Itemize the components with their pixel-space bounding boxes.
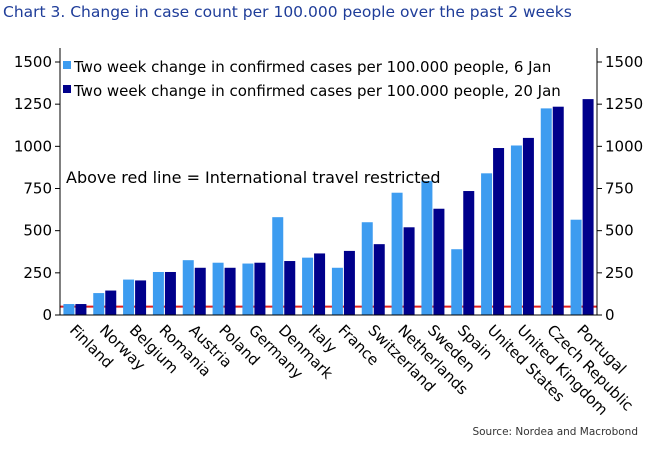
bar-6-jan-spain bbox=[451, 249, 463, 315]
bar-6-jan-portugal bbox=[570, 219, 582, 315]
bar-6-jan-czech-republic bbox=[540, 108, 552, 315]
y-tick-label-left: 750 bbox=[23, 180, 52, 198]
bar-6-jan-romania bbox=[152, 271, 164, 315]
bar-20-jan-romania bbox=[164, 271, 176, 315]
bar-6-jan-austria bbox=[182, 260, 194, 315]
bar-6-jan-belgium bbox=[123, 279, 135, 315]
y-tick-label-left: 250 bbox=[23, 264, 52, 282]
travel-restriction-annotation: Above red line = International travel re… bbox=[66, 168, 441, 187]
bar-6-jan-united-kingdom bbox=[510, 145, 522, 315]
y-tick-label-right: 1250 bbox=[605, 95, 643, 113]
bar-20-jan-czech-republic bbox=[552, 106, 564, 316]
chart-title: Chart 3. Change in case count per 100.00… bbox=[3, 3, 572, 21]
legend-label-20-jan: Two week change in confirmed cases per 1… bbox=[73, 82, 561, 100]
y-tick-label-right: 1000 bbox=[605, 137, 643, 155]
y-tick-label-left: 0 bbox=[42, 306, 52, 324]
y-tick-label-right: 1500 bbox=[605, 53, 643, 71]
bar-20-jan-switzerland bbox=[373, 244, 385, 315]
bar-20-jan-sweden bbox=[433, 208, 445, 315]
bars-layer bbox=[63, 99, 594, 316]
source-note: Source: Nordea and Macrobond bbox=[472, 426, 638, 438]
bar-6-jan-france bbox=[331, 267, 343, 315]
y-tick-label-right: 500 bbox=[605, 222, 634, 240]
axes-layer bbox=[55, 48, 602, 316]
legend: Two week change in confirmed cases per 1… bbox=[63, 58, 561, 100]
bar-6-jan-united-states bbox=[481, 173, 493, 315]
bar-20-jan-germany bbox=[254, 262, 266, 315]
bar-20-jan-united-states bbox=[493, 148, 505, 315]
bar-20-jan-italy bbox=[314, 253, 326, 315]
y-tick-label-right: 750 bbox=[605, 180, 634, 198]
bar-20-jan-portugal bbox=[582, 99, 594, 316]
y-tick-label-left: 500 bbox=[23, 222, 52, 240]
bar-6-jan-norway bbox=[93, 293, 105, 315]
bar-20-jan-france bbox=[343, 250, 355, 315]
y-tick-label-left: 1250 bbox=[14, 95, 52, 113]
category-labels-layer: FinlandNorwayBelgiumRomaniaAustriaPoland… bbox=[66, 321, 637, 419]
bar-6-jan-netherlands bbox=[391, 192, 403, 315]
bar-6-jan-poland bbox=[212, 262, 224, 315]
bar-20-jan-united-kingdom bbox=[522, 137, 534, 315]
bar-20-jan-belgium bbox=[135, 280, 147, 315]
y-tick-label-left: 1000 bbox=[14, 137, 52, 155]
bar-6-jan-italy bbox=[302, 257, 314, 315]
legend-swatch-20-jan bbox=[63, 85, 71, 93]
tick-labels-layer: 0 0 250 250 500 500 750 750 1000 1000 1250 1250 1500… bbox=[14, 53, 643, 324]
y-tick-label-right: 0 bbox=[605, 306, 615, 324]
bar-6-jan-finland bbox=[63, 304, 75, 315]
bar-6-jan-germany bbox=[242, 263, 254, 315]
legend-label-6-jan: Two week change in confirmed cases per 1… bbox=[73, 58, 551, 76]
bar-20-jan-denmark bbox=[284, 261, 296, 315]
bar-20-jan-spain bbox=[463, 191, 475, 315]
bar-6-jan-sweden bbox=[421, 180, 433, 315]
bar-20-jan-norway bbox=[105, 290, 117, 315]
bar-20-jan-netherlands bbox=[403, 227, 415, 315]
bar-20-jan-austria bbox=[194, 267, 206, 315]
bar-20-jan-poland bbox=[224, 267, 236, 315]
y-tick-label-right: 250 bbox=[605, 264, 634, 282]
y-tick-label-left: 1500 bbox=[14, 53, 52, 71]
bar-20-jan-finland bbox=[75, 304, 87, 315]
legend-swatch-6-jan bbox=[63, 61, 71, 69]
bar-6-jan-switzerland bbox=[361, 222, 373, 315]
bar-6-jan-denmark bbox=[272, 217, 284, 315]
